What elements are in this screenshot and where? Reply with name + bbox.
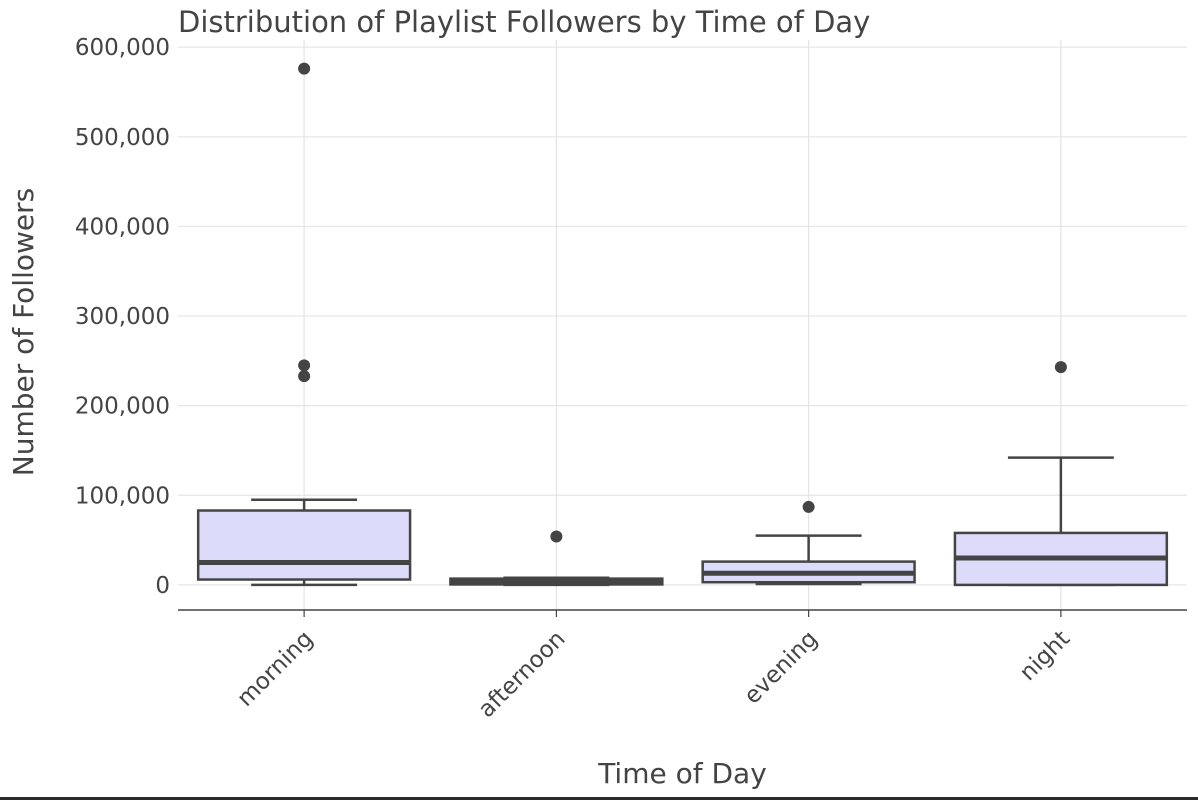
outlier-point bbox=[298, 370, 311, 383]
y-tick-label: 500,000 bbox=[75, 125, 170, 151]
y-tick-label: 0 bbox=[155, 573, 170, 599]
box-body bbox=[196, 509, 412, 581]
boxes-layer bbox=[196, 62, 1169, 587]
outlier-point bbox=[298, 62, 311, 75]
y-tick-label: 300,000 bbox=[75, 304, 170, 330]
box-night bbox=[953, 361, 1169, 587]
box-afternoon bbox=[449, 530, 664, 587]
x-axis-ticks: morning afternoon evening night bbox=[232, 610, 1075, 723]
y-axis-ticks: 0 100,000 200,000 300,000 400,000 500,000 600,… bbox=[75, 35, 170, 599]
y-tick-label: 400,000 bbox=[75, 214, 170, 240]
box-evening bbox=[701, 500, 916, 586]
x-tick-label: evening bbox=[739, 626, 822, 709]
y-axis-title: Number of Followers bbox=[7, 188, 40, 476]
outlier-point bbox=[1054, 361, 1067, 374]
y-tick-label: 200,000 bbox=[75, 394, 170, 420]
bottom-border bbox=[0, 797, 1198, 800]
y-tick-label: 100,000 bbox=[75, 483, 170, 509]
x-tick-label: afternoon bbox=[474, 626, 571, 723]
grid-layer bbox=[178, 40, 1187, 610]
x-tick-label: night bbox=[1015, 626, 1075, 686]
x-tick-label: morning bbox=[232, 626, 318, 712]
outlier-point bbox=[802, 500, 815, 513]
x-axis-title: Time of Day bbox=[597, 757, 767, 790]
outlier-point bbox=[550, 530, 563, 543]
box-morning bbox=[196, 62, 412, 587]
chart-title: Distribution of Playlist Followers by Ti… bbox=[178, 5, 870, 39]
y-tick-label: 600,000 bbox=[75, 35, 170, 61]
outlier-point bbox=[298, 359, 311, 372]
